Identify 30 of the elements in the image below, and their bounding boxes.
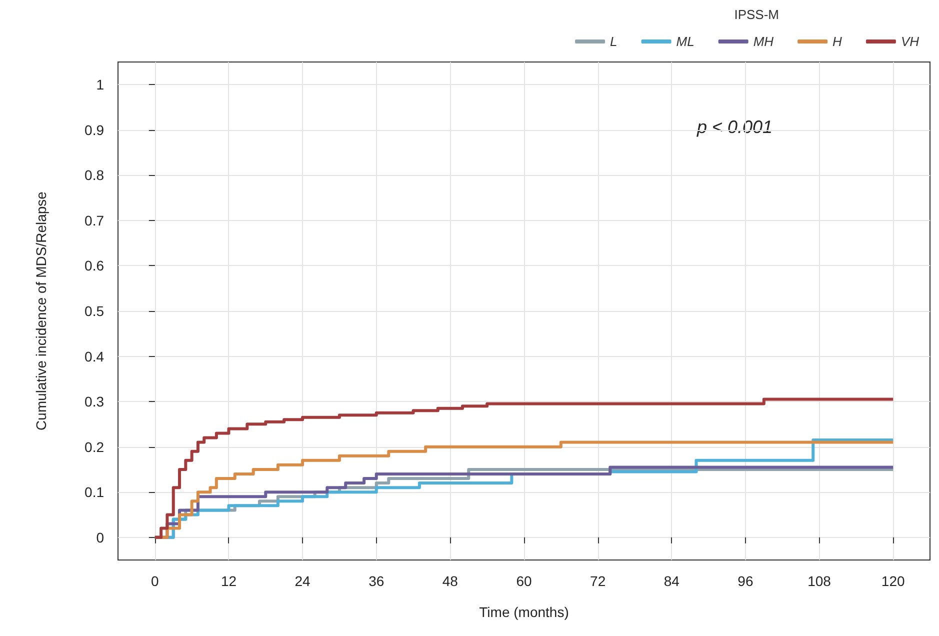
y-tick-label: 0	[96, 529, 104, 546]
legend-label: VH	[900, 34, 920, 49]
x-tick-label: 120	[881, 573, 905, 589]
x-tick-label: 60	[516, 573, 532, 589]
y-tick-label: 0.3	[84, 394, 104, 410]
x-tick-label: 12	[220, 573, 237, 589]
legend-title: IPSS-M	[734, 7, 780, 22]
x-tick-label: 96	[738, 573, 754, 589]
y-tick-label: 0.1	[84, 484, 104, 500]
legend-label: L	[610, 34, 618, 49]
legend-label: MH	[753, 34, 774, 49]
x-axis-title: Time (months)	[479, 604, 569, 620]
x-tick-label: 0	[151, 573, 160, 589]
y-tick-label: 0.8	[84, 167, 104, 184]
x-tick-label: 84	[664, 573, 680, 589]
y-tick-label: 0.6	[84, 258, 104, 274]
y-tick-label: 1	[96, 76, 104, 93]
y-tick-label: 0.4	[84, 348, 104, 364]
x-tick-label: 48	[442, 573, 458, 589]
y-tick-label: 0.7	[84, 212, 104, 228]
y-tick-label: 0.2	[84, 438, 104, 455]
x-tick-label: 24	[294, 573, 311, 589]
y-axis-title: Cumulative incidence of MDS/Relapse	[33, 191, 49, 430]
y-tick-label: 0.5	[84, 303, 104, 319]
y-tick-label: 0.9	[84, 122, 104, 138]
x-tick-label: 72	[590, 573, 606, 589]
legend-label: H	[832, 34, 843, 49]
x-tick-label: 108	[808, 573, 832, 589]
legend-label: ML	[676, 34, 694, 49]
x-tick-label: 36	[368, 573, 384, 589]
